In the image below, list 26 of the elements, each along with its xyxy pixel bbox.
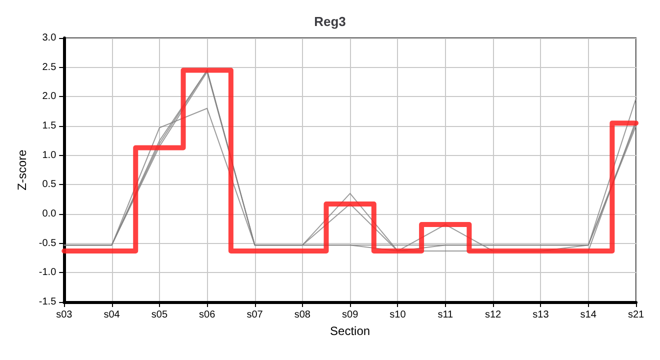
y-axis-title: Z-score bbox=[15, 149, 29, 190]
y-tick-label: 2.0 bbox=[42, 91, 57, 102]
y-tick-label: 0.0 bbox=[42, 208, 57, 220]
y-tick-label: -0.5 bbox=[38, 238, 57, 249]
y-tick-label: 3.0 bbox=[42, 32, 57, 44]
x-axis-title: Section bbox=[330, 324, 370, 338]
x-tick-label: s03 bbox=[56, 310, 73, 320]
x-tick-label: s06 bbox=[199, 310, 216, 320]
x-tick-label: s14 bbox=[580, 310, 597, 320]
x-tick-label: s04 bbox=[104, 310, 120, 320]
x-tick-label: s10 bbox=[390, 310, 406, 320]
x-tick-label: s08 bbox=[294, 310, 311, 320]
x-tick-label: s21 bbox=[628, 310, 644, 320]
x-tick-label: s07 bbox=[246, 310, 264, 320]
y-tick-label: -1.0 bbox=[38, 267, 57, 278]
x-tick-label: s13 bbox=[532, 310, 550, 320]
y-tick-label: 2.5 bbox=[42, 62, 57, 73]
x-tick-label: s09 bbox=[342, 310, 359, 320]
y-tick-label: 0.5 bbox=[42, 179, 57, 190]
y-tick-label: 1.5 bbox=[42, 120, 57, 132]
x-tick-label: s05 bbox=[151, 310, 168, 320]
y-tick-label: -1.5 bbox=[38, 296, 57, 308]
y-tick-label: 1.0 bbox=[42, 150, 57, 161]
chart-title: Reg3 bbox=[314, 14, 346, 29]
x-tick-label: s11 bbox=[438, 310, 454, 320]
x-tick-label: s12 bbox=[484, 310, 502, 320]
